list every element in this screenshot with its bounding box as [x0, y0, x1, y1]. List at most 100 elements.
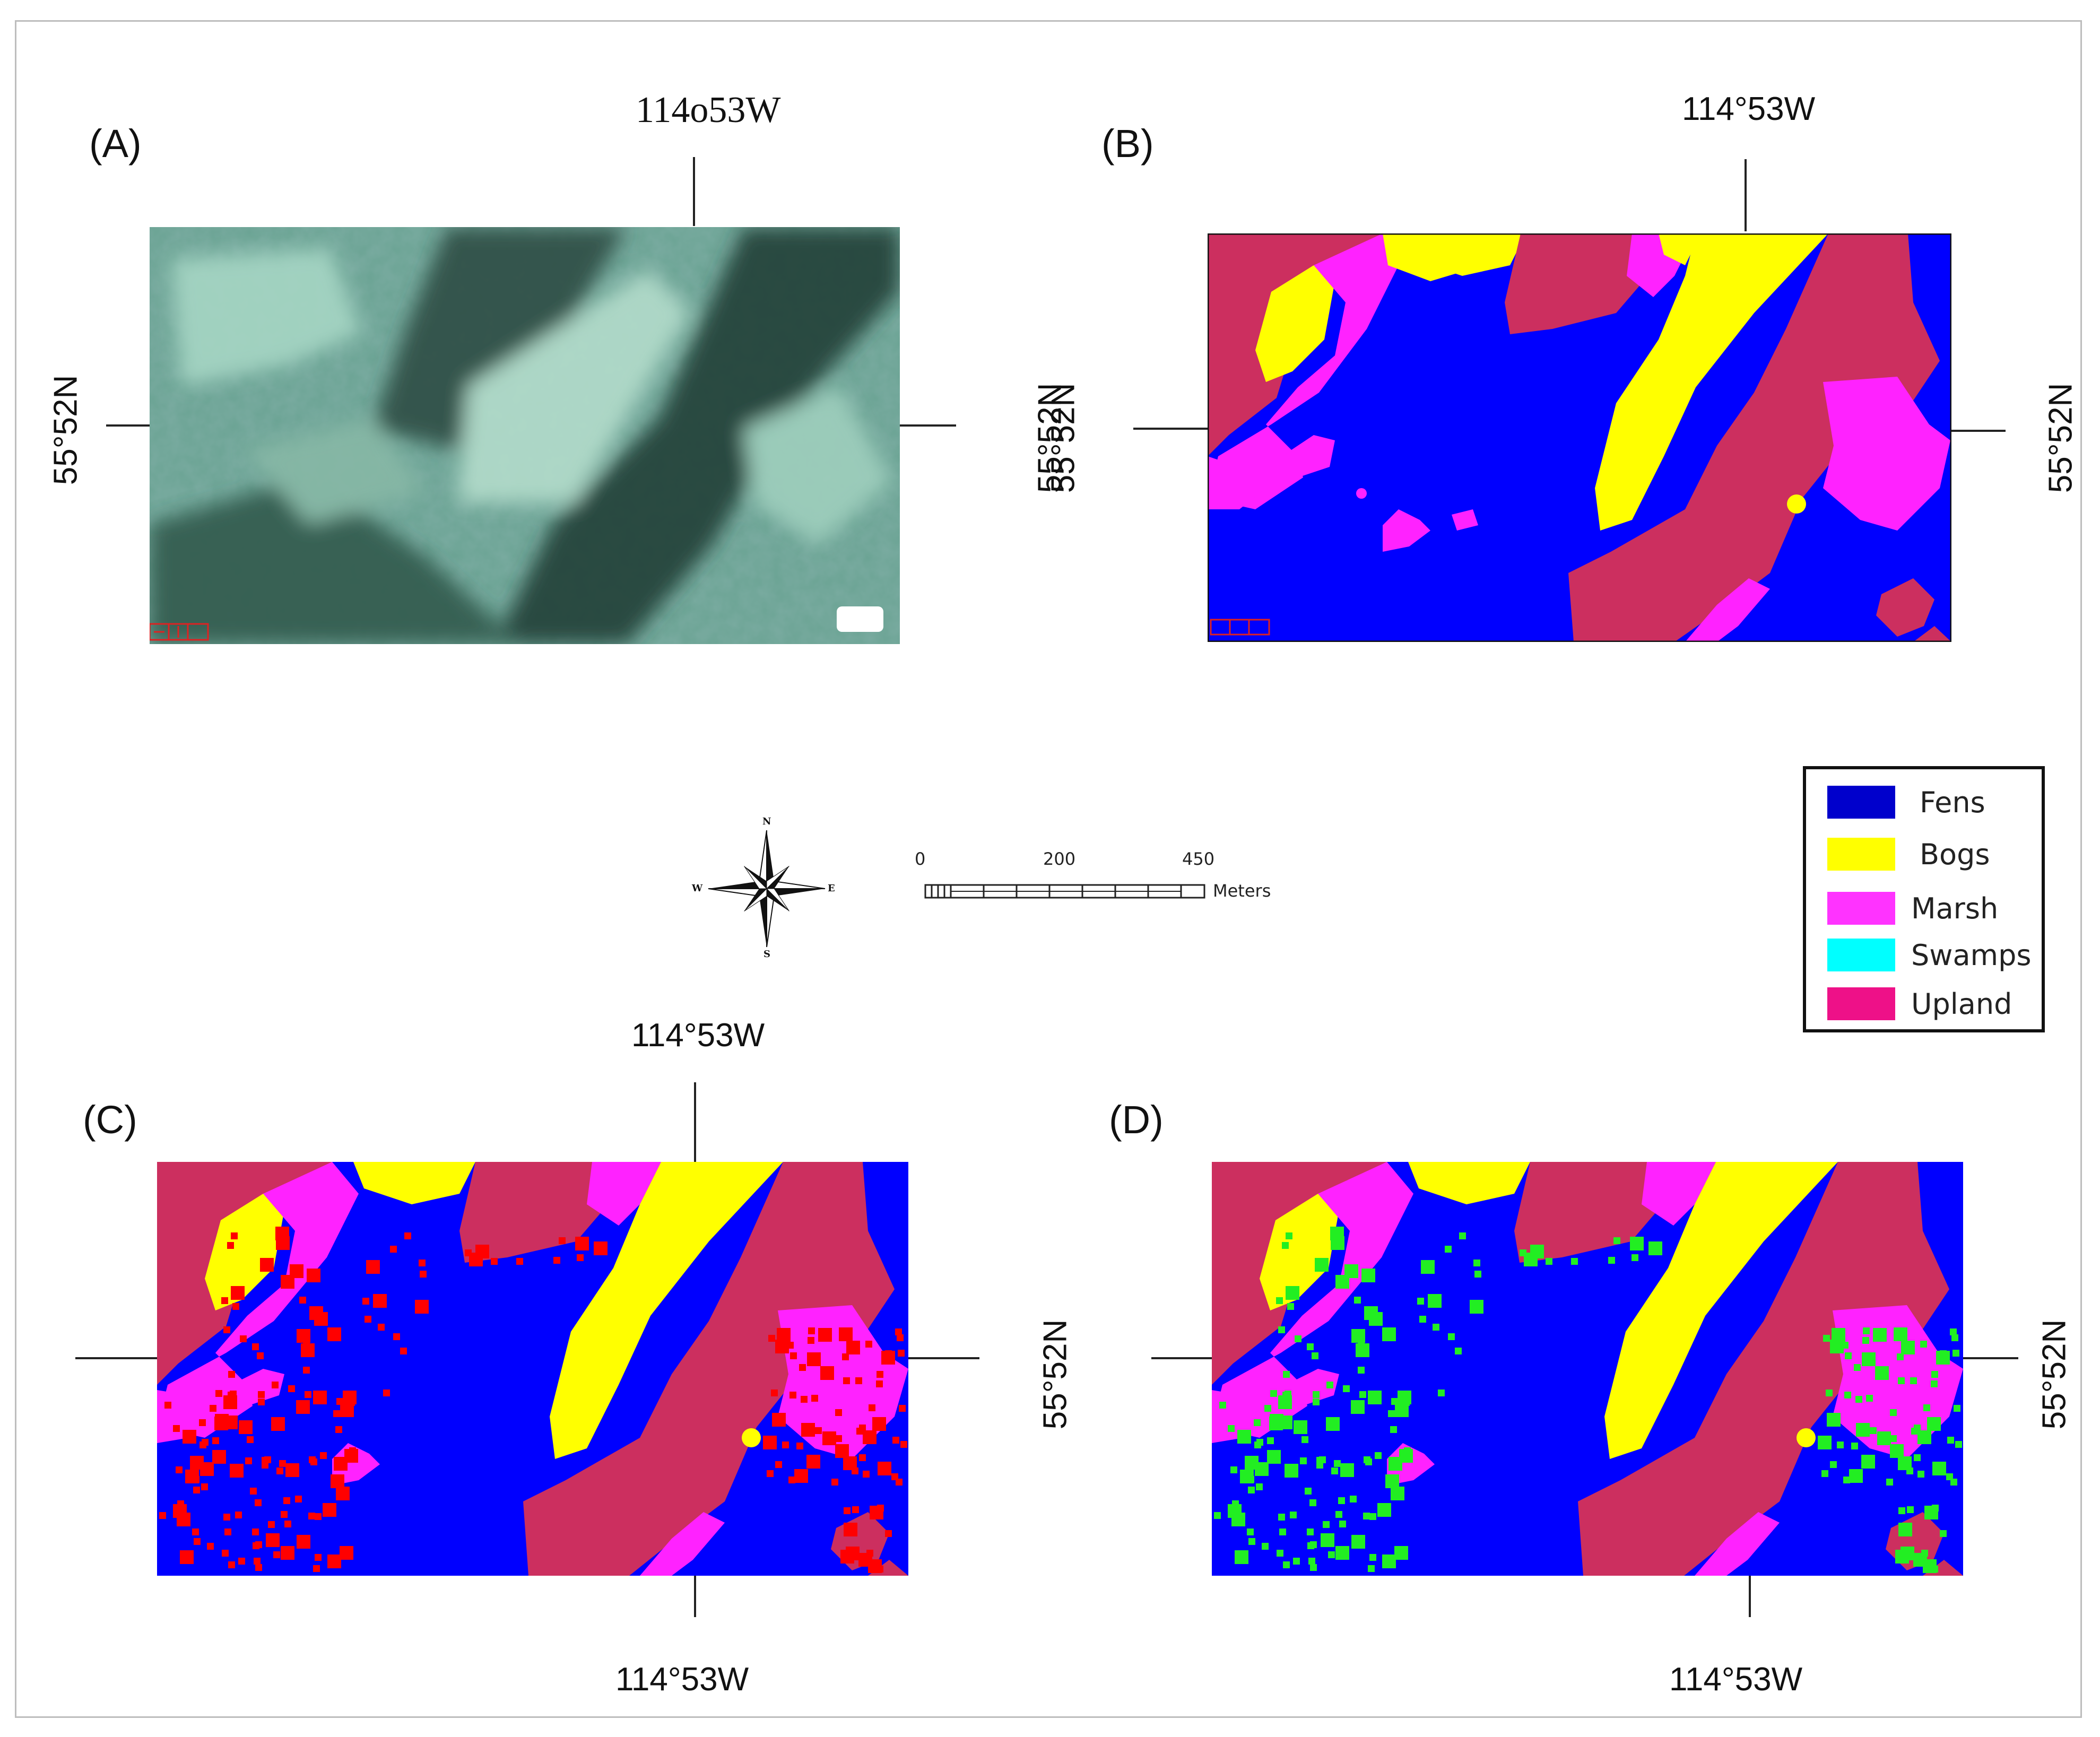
misclassified-pixel	[896, 1479, 903, 1486]
misclassified-pixel	[801, 1423, 815, 1437]
misclassified-pixel	[818, 1328, 832, 1342]
misclassified-pixel	[271, 1417, 285, 1431]
panel-b-left-tick	[1133, 428, 1212, 430]
misclassified-pixel	[831, 1479, 838, 1486]
legend-label-fens: Fens	[1920, 785, 1985, 819]
misclassified-pixel	[1875, 1366, 1889, 1380]
misclassified-pixel	[1866, 1395, 1873, 1402]
misclassified-pixel	[315, 1554, 322, 1561]
misclassified-pixel	[1946, 1473, 1953, 1480]
misclassified-pixel	[1873, 1328, 1887, 1342]
misclassified-pixel	[1832, 1328, 1845, 1342]
misclassified-pixel	[1923, 1404, 1930, 1411]
misclassified-pixel	[1312, 1352, 1318, 1359]
misclassified-pixel	[227, 1242, 234, 1249]
misclassified-pixel	[258, 1391, 265, 1398]
misclassified-pixel	[327, 1327, 341, 1341]
misclassified-pixel	[1854, 1364, 1861, 1371]
misclassified-pixel	[366, 1260, 380, 1274]
panel-b-label: (B)	[1101, 121, 1154, 166]
misclassified-pixel	[1951, 1334, 1958, 1341]
misclassified-pixel	[340, 1546, 353, 1560]
misclassified-pixel	[577, 1254, 584, 1261]
misclassified-pixel	[1359, 1391, 1366, 1398]
misclassified-pixel	[1953, 1350, 1959, 1357]
misclassified-pixel	[336, 1398, 343, 1405]
misclassified-pixel	[373, 1294, 387, 1308]
misclassified-pixel	[404, 1232, 411, 1239]
misclassified-pixel	[1276, 1297, 1283, 1304]
misclassified-pixel	[223, 1514, 230, 1521]
panel-a-label: (A)	[89, 121, 142, 166]
misclassified-pixel	[820, 1366, 834, 1380]
misclassified-pixel	[794, 1469, 808, 1483]
misclassified-pixel	[365, 1316, 371, 1323]
misclassified-pixel	[1910, 1377, 1917, 1384]
compass-w: W	[692, 883, 703, 894]
misclassified-pixel	[279, 1460, 286, 1467]
misclassified-pixel	[1849, 1469, 1863, 1483]
satellite-image	[150, 227, 900, 644]
misclassified-pixel	[229, 1397, 236, 1404]
misclassified-pixel	[900, 1441, 907, 1448]
misclassified-pixel	[336, 1487, 350, 1500]
misclassified-pixel	[872, 1417, 886, 1431]
misclassified-pixel	[1295, 1335, 1301, 1342]
misclassified-pixel	[1256, 1483, 1263, 1490]
misclassified-pixel	[260, 1258, 274, 1272]
panel-d-left-tick	[1151, 1357, 1212, 1359]
misclassified-pixel	[1404, 1447, 1411, 1454]
misclassified-pixel	[1315, 1258, 1329, 1272]
misclassified-pixel	[1863, 1327, 1870, 1334]
misclassified-pixel	[393, 1333, 400, 1340]
misclassified-pixel	[1285, 1464, 1298, 1478]
misclassified-pixel	[383, 1389, 390, 1396]
misclassified-pixel	[815, 1427, 822, 1434]
misclassified-pixel	[1823, 1335, 1830, 1342]
misclassified-pixel	[1391, 1487, 1404, 1500]
misclassified-pixel	[1364, 1306, 1378, 1320]
misclassified-pixel	[1546, 1258, 1552, 1265]
misclassified-pixel	[1351, 1400, 1365, 1414]
panel-b-left-coord: 55°52N	[1031, 383, 1069, 493]
misclassified-pixel	[1433, 1324, 1439, 1331]
panel-a-top-coord: 114o53W	[636, 90, 781, 131]
legend-item-swamps: Swamps	[1827, 938, 2032, 972]
misclassified-pixel	[777, 1328, 791, 1342]
misclassified-pixel	[1419, 1316, 1426, 1323]
misclassified-pixel	[400, 1348, 407, 1354]
misclassified-pixel	[1300, 1457, 1307, 1464]
misclassified-pixel	[788, 1477, 795, 1483]
misclassified-pixel	[1235, 1550, 1248, 1564]
misclassified-pixel	[1279, 1528, 1286, 1535]
misclassified-pixel	[309, 1306, 323, 1320]
misclassified-pixel	[1307, 1528, 1314, 1535]
misclassified-pixel	[1388, 1410, 1395, 1417]
misclassified-pixel	[897, 1334, 904, 1341]
panel-c-top-coord: 114°53W	[631, 1017, 765, 1054]
misclassified-pixel	[1368, 1565, 1375, 1572]
misclassified-pixel	[362, 1298, 369, 1305]
misclassified-pixel	[194, 1538, 201, 1545]
misclassified-pixel	[863, 1430, 877, 1444]
misclassified-pixel	[516, 1258, 523, 1265]
misclassified-pixel	[892, 1437, 899, 1444]
compass-e: E	[828, 883, 835, 894]
misclassified-pixel	[1334, 1460, 1341, 1467]
misclassified-pixel	[891, 1473, 898, 1480]
panel-a-top-tick	[693, 157, 695, 226]
misclassified-pixel	[1369, 1513, 1376, 1520]
panel-d-label: (D)	[1109, 1098, 1164, 1142]
misclassified-pixel	[790, 1352, 797, 1359]
misclassified-pixel	[235, 1512, 242, 1518]
misclassified-pixel	[1309, 1499, 1316, 1506]
legend: Fens Bogs Marsh Swamps Upland	[1803, 766, 2045, 1032]
misclassified-pixel	[210, 1405, 216, 1412]
misclassified-pixel	[1301, 1436, 1308, 1443]
misclassified-pixel	[1326, 1382, 1333, 1388]
misclassified-pixel	[844, 1507, 851, 1514]
misclassified-pixel	[491, 1258, 498, 1265]
misclassified-pixel	[1294, 1420, 1307, 1434]
misclassified-pixel	[1293, 1558, 1300, 1565]
misclassified-pixel	[313, 1391, 327, 1404]
